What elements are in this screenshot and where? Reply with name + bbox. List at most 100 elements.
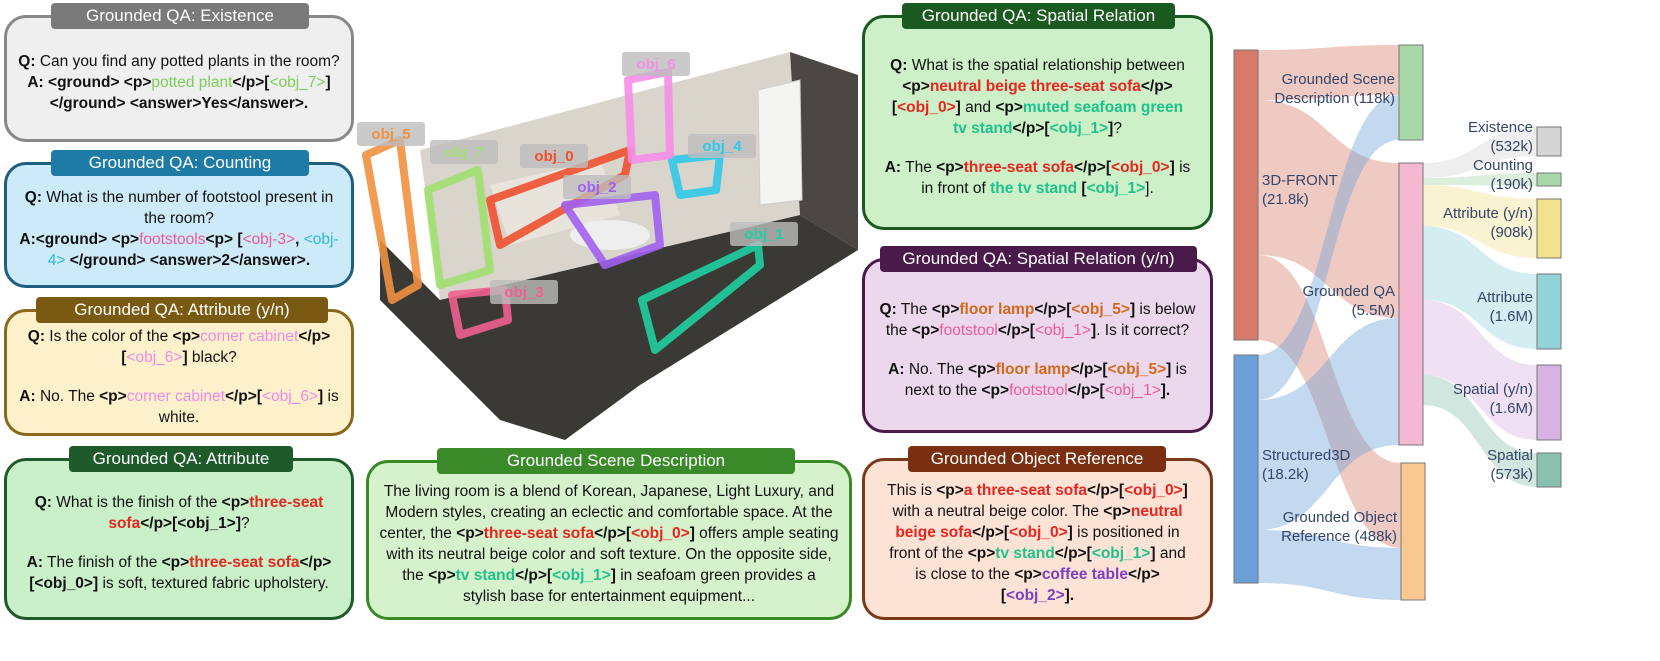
- text-segment: </p>[: [224, 387, 262, 405]
- label-bg: [520, 144, 588, 168]
- text-segment: offers ample seating with its neutral be…: [386, 525, 839, 584]
- text-segment: <obj_6>: [126, 348, 183, 366]
- text-segment: No. The: [35, 387, 100, 405]
- object-label: obj_6: [636, 56, 675, 73]
- paragraph: This is <p>a three-seat sofa</p>[<obj_0>…: [885, 480, 1190, 606]
- node-label: (908k): [1490, 224, 1533, 241]
- text-segment: Q:: [27, 327, 45, 345]
- node-label: Description (118k): [1274, 90, 1395, 107]
- box-title: Grounded QA: Spatial Relation (y/n): [880, 246, 1197, 272]
- text-segment: Can you find any potted plants in the ro…: [35, 53, 340, 70]
- node-label: (18.2k): [1262, 466, 1309, 483]
- text-segment: <p>: [99, 387, 127, 405]
- sankey-node: [1536, 172, 1562, 187]
- text-segment: coffee table: [1041, 566, 1128, 583]
- text-segment: The: [901, 158, 937, 176]
- text-segment: This is: [887, 482, 937, 499]
- text-segment: ?: [1113, 119, 1122, 137]
- text-segment: ] </ground> <answer>Yes</answer>.: [49, 74, 331, 112]
- text-segment: is soft, textured fabric upholstery.: [98, 575, 329, 592]
- text-segment: Q:: [879, 300, 897, 318]
- text-segment: ]: [955, 98, 961, 116]
- node-label: Spatial (y/n): [1453, 381, 1533, 398]
- paragraph: Q: Can you find any potted plants in the…: [17, 51, 341, 72]
- text-segment: tv stand: [995, 545, 1055, 562]
- text-segment: <p>: [968, 360, 996, 378]
- text-segment: ]: [182, 348, 188, 366]
- text-segment: </p>[: [972, 524, 1010, 541]
- box-title: Grounded QA: Counting: [51, 150, 309, 176]
- text-segment: What is the spatial relationship between: [907, 56, 1185, 74]
- node-label: (1.6M): [1490, 308, 1533, 325]
- text-segment: black?: [187, 348, 237, 366]
- text-segment: <obj_2>: [1006, 587, 1065, 604]
- text-segment: ?: [241, 515, 250, 532]
- text-segment: <obj_7>: [269, 74, 326, 91]
- qa-box: Grounded Scene Description The living roo…: [366, 448, 852, 620]
- text-segment: <p> [: [205, 231, 243, 248]
- text-segment: Is the color of the: [45, 327, 173, 345]
- text-segment: </p>[: [891, 77, 1173, 116]
- node-label: Structured3D: [1262, 447, 1351, 464]
- flow: [1258, 100, 1399, 318]
- text-segment: </p>[: [1012, 119, 1050, 137]
- text-segment: <obj_5>: [1107, 360, 1167, 378]
- text-segment: The finish of the: [43, 554, 162, 571]
- text-segment: <obj_1>: [1091, 545, 1151, 562]
- text-segment: footstool: [1009, 381, 1068, 399]
- text-segment: No. The: [904, 360, 968, 378]
- text-segment: <obj_1>: [1049, 119, 1109, 137]
- flow: [1258, 45, 1399, 100]
- text-segment: . Is it correct?: [1096, 321, 1190, 339]
- text-segment: </p>[<obj_1>]: [140, 515, 242, 532]
- node-label: 3D-FRONT: [1262, 172, 1338, 189]
- text-segment: </p>[: [515, 567, 553, 584]
- node-label: Attribute (y/n): [1443, 205, 1533, 222]
- text-segment: corner cabinet: [126, 387, 225, 405]
- bounding-box: [638, 241, 764, 354]
- paragraph: A: <ground> <p>potted plant</p>[<obj_7>]…: [17, 72, 341, 114]
- text-segment: <obj_1>: [552, 567, 611, 584]
- text-segment: floor lamp: [995, 360, 1071, 378]
- text-segment: ]: [1129, 300, 1136, 318]
- text-segment: </p>[<obj_0>]: [29, 554, 332, 592]
- object-label: obj_1: [744, 226, 783, 243]
- text-segment: is below the: [885, 300, 1196, 339]
- text-segment: neutral beige three-seat sofa: [929, 77, 1141, 95]
- box-title: Grounded QA: Attribute (y/n): [36, 297, 328, 323]
- text-segment: A: <ground> <p>: [27, 74, 152, 91]
- text-segment: </p>[: [1070, 360, 1108, 378]
- text-segment: What is the number of footstool present …: [42, 189, 334, 227]
- sankey-node: [1536, 364, 1562, 441]
- text-segment: ]: [1067, 524, 1073, 541]
- paragraph: Q: What is the finish of the <p>three-se…: [17, 492, 341, 534]
- text-segment: <p>: [161, 554, 190, 571]
- text-segment: three-seat sofa: [963, 158, 1074, 176]
- flow: [1423, 375, 1537, 487]
- label-bg: [430, 140, 498, 164]
- paragraph: A:<ground> <p>footstools<p> [<obj-3>, <o…: [17, 229, 341, 271]
- text-segment: </p>[: [594, 525, 632, 542]
- node-label: Existence: [1468, 119, 1533, 136]
- text-segment: the tv stand: [990, 179, 1078, 197]
- text-segment: <p>: [172, 327, 201, 345]
- text-segment: A:: [888, 360, 905, 378]
- object-label: obj_5: [371, 126, 410, 143]
- text-segment: <obj-4>: [47, 231, 339, 269]
- bounding-box: [424, 166, 494, 289]
- text-segment: ]: [610, 567, 616, 584]
- text-segment: <p>: [931, 300, 960, 318]
- sankey-node: [1233, 354, 1259, 584]
- text-segment: muted seafoam green tv stand: [953, 98, 1184, 137]
- text-segment: <obj-3>: [242, 231, 296, 248]
- text-segment: ]: [689, 525, 695, 542]
- text-segment: A:: [884, 158, 902, 176]
- flow: [1423, 185, 1537, 258]
- text-segment: neutral beige sofa: [895, 503, 1183, 541]
- text-segment: </p>[: [1034, 300, 1072, 318]
- text-segment: three-seat sofa: [189, 554, 300, 571]
- text-segment: <p>: [936, 158, 964, 176]
- label-bg: [688, 134, 756, 158]
- text-segment: <obj_1>: [1104, 381, 1161, 399]
